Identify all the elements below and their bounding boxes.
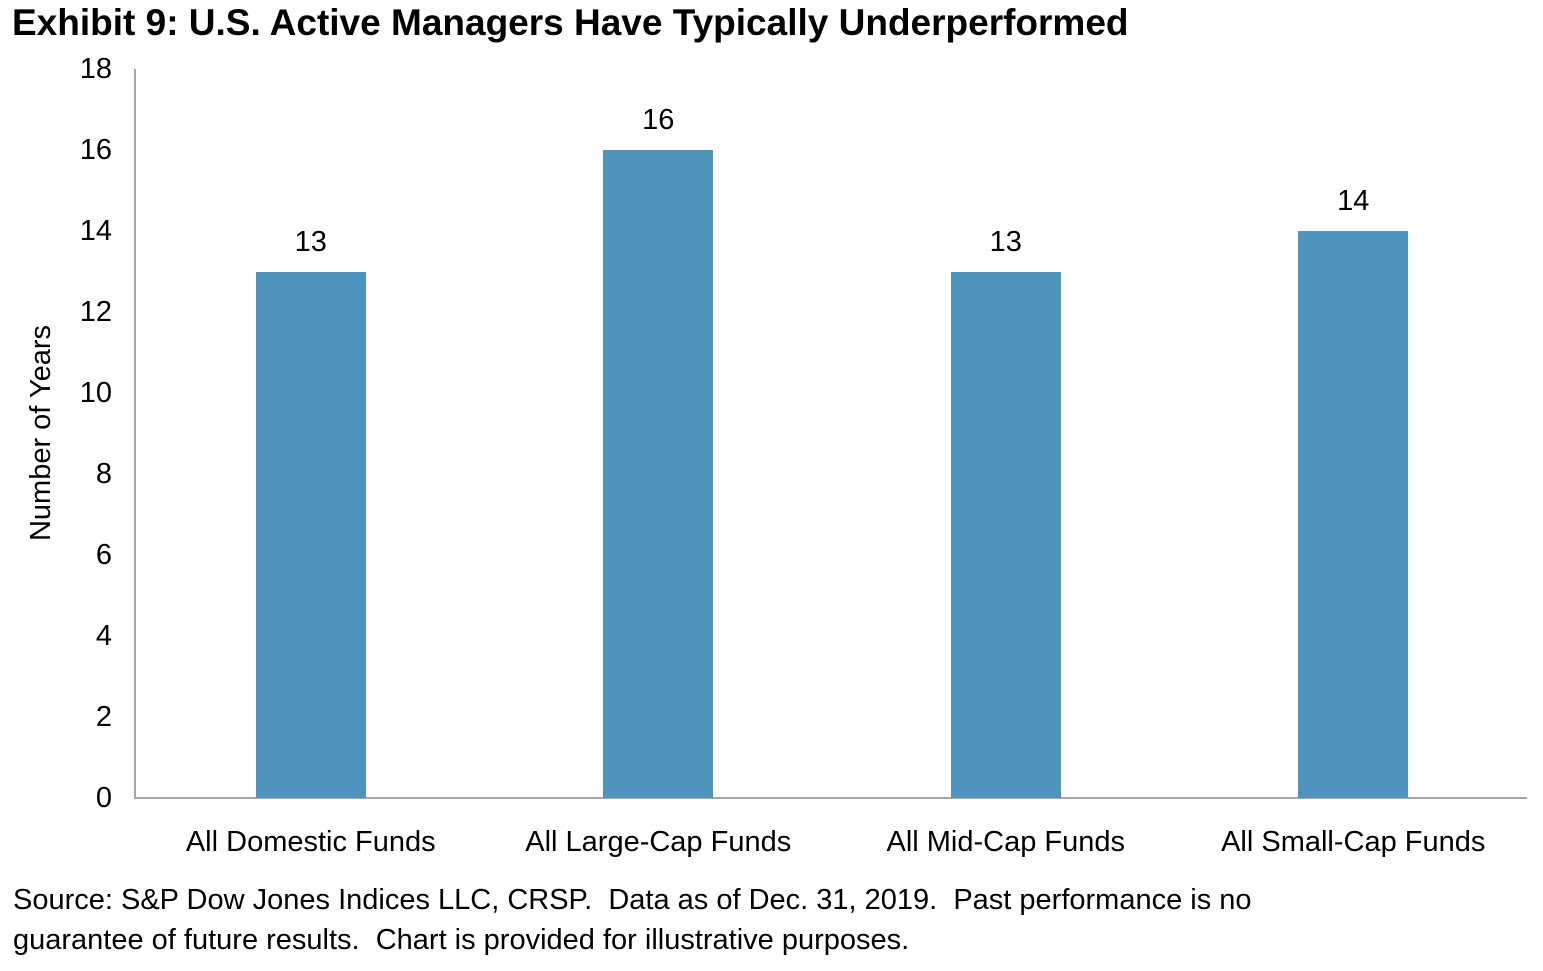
x-category-label: All Mid-Cap Funds (886, 826, 1126, 858)
bar (950, 271, 1061, 798)
y-tick-label: 10 (79, 377, 112, 409)
y-axis-line (134, 69, 136, 799)
bar-value-label: 13 (989, 225, 1022, 258)
y-tick-label: 6 (95, 539, 112, 571)
y-tick-label: 0 (95, 782, 112, 814)
y-tick-label: 4 (95, 620, 112, 652)
bar-value-label: 13 (294, 225, 327, 258)
x-category-label: All Large-Cap Funds (525, 826, 792, 858)
bar (603, 150, 714, 798)
y-tick-label: 2 (95, 701, 112, 733)
bar-value-label: 14 (1337, 185, 1370, 217)
chart-title: Exhibit 9: U.S. Active Managers Have Typ… (12, 2, 1129, 43)
bar (1298, 231, 1409, 798)
source-note: Source: S&P Dow Jones Indices LLC, CRSP.… (13, 884, 1252, 956)
y-tick-label: 8 (95, 458, 112, 490)
y-tick-label: 12 (79, 296, 112, 328)
x-category-label: All Small-Cap Funds (1221, 826, 1486, 858)
x-category-label: All Domestic Funds (185, 826, 436, 858)
x-axis-line (134, 797, 1527, 799)
y-tick-label: 18 (79, 53, 112, 85)
bar (255, 271, 366, 798)
y-tick-label: 16 (79, 134, 112, 166)
y-tick-label: 14 (79, 215, 112, 247)
bar-value-label: 16 (642, 104, 675, 136)
